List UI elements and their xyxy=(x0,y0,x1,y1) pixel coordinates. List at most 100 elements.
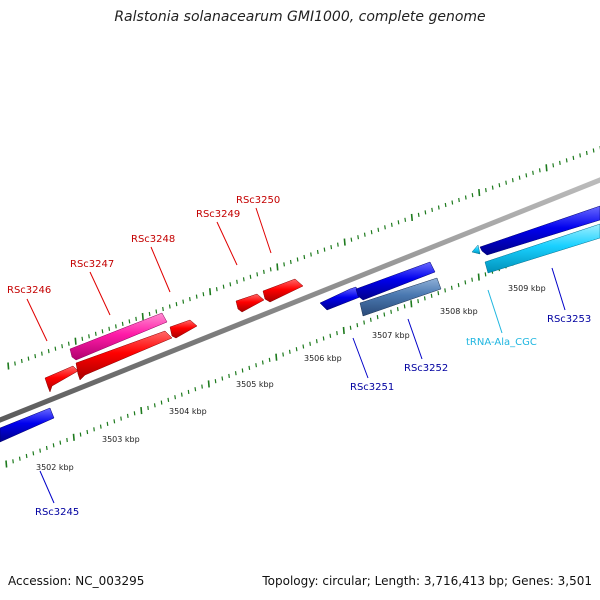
scale-tick xyxy=(282,352,284,357)
scale-tick xyxy=(47,349,50,354)
accession-label: Accession: NC_003295 xyxy=(8,574,145,588)
scale-tick xyxy=(5,460,8,468)
scale-tick xyxy=(201,384,203,389)
gene-rsc3252-cds-feature[interactable] xyxy=(359,277,442,317)
scale-tick xyxy=(457,283,460,288)
scale-tick xyxy=(329,333,332,338)
ruler-label: 3502 kbp xyxy=(36,463,74,472)
scale-tick xyxy=(316,249,319,255)
scale-tick xyxy=(256,272,259,277)
scale-tick xyxy=(162,306,164,312)
scale-tick xyxy=(140,407,143,415)
scale-tick xyxy=(126,413,129,418)
map-title: Ralstonia solanacearum GMI1000, complete… xyxy=(114,9,486,25)
gene-rsc3252-feature[interactable] xyxy=(355,261,436,301)
scale-tick xyxy=(363,232,366,237)
scale-tick xyxy=(384,225,386,230)
scale-tick xyxy=(303,254,306,260)
leader-rsc3252 xyxy=(407,318,423,360)
scale-tick xyxy=(34,354,37,359)
scale-tick xyxy=(430,293,433,298)
gene-rsc3249-feature[interactable] xyxy=(235,293,265,313)
scale-tick xyxy=(88,334,90,339)
scale-tick xyxy=(20,358,23,364)
gene-trna-cds-feature[interactable] xyxy=(484,223,600,274)
scale-tick xyxy=(511,178,514,183)
scale-tick xyxy=(41,351,43,356)
gene-label-rsc3247[interactable]: RSc3247 xyxy=(70,259,114,270)
leader-rsc3250 xyxy=(255,207,272,254)
scale-tick xyxy=(350,237,353,242)
scale-tick xyxy=(115,324,117,329)
leader-rsc3251 xyxy=(352,337,369,379)
scale-tick xyxy=(532,170,534,175)
scale-tick xyxy=(39,448,41,453)
leader-rsc3253 xyxy=(551,267,566,311)
scale-tick xyxy=(248,365,251,370)
scale-tick xyxy=(337,242,339,247)
scale-tick xyxy=(464,280,467,285)
ruler-label: 3504 kbp xyxy=(169,407,207,416)
leader-rsc3245 xyxy=(39,470,55,504)
scale-tick xyxy=(61,344,63,349)
scale-tick xyxy=(356,323,359,328)
scale-tick xyxy=(343,238,346,246)
scale-tick xyxy=(249,274,252,279)
scale-tick xyxy=(229,282,232,287)
scale-tick xyxy=(295,347,298,352)
gene-label-rsc3248[interactable]: RSc3248 xyxy=(131,234,175,245)
scale-tick xyxy=(101,329,104,334)
scale-tick xyxy=(215,287,218,292)
scale-tick xyxy=(141,312,144,321)
scale-tick xyxy=(491,185,494,190)
scale-tick xyxy=(458,197,460,203)
gene-label-rsc3249[interactable]: RSc3249 xyxy=(196,209,240,220)
scale-tick xyxy=(451,200,454,205)
gene-label-trna-ala-cgc[interactable]: tRNA-Ala_CGC xyxy=(466,337,537,348)
scale-tick xyxy=(147,405,149,410)
gene-label-rsc3252[interactable]: RSc3252 xyxy=(404,363,448,374)
gene-label-rsc3253[interactable]: RSc3253 xyxy=(547,314,591,325)
gene-rsc3248-feature[interactable] xyxy=(169,319,198,339)
scale-tick xyxy=(525,173,528,178)
gene-label-rsc3245[interactable]: RSc3245 xyxy=(35,507,79,518)
gene-rsc3246-feature[interactable] xyxy=(44,365,79,393)
gene-trna-ala-cgc-feature[interactable] xyxy=(471,244,481,255)
scale-tick xyxy=(283,262,285,267)
upper-tick-track xyxy=(7,146,600,370)
scale-tick xyxy=(397,220,400,225)
scale-tick xyxy=(14,361,16,366)
scale-tick xyxy=(7,362,10,370)
ruler-label: 3506 kbp xyxy=(304,354,342,363)
scale-tick xyxy=(477,273,480,281)
scale-tick xyxy=(81,336,84,341)
scale-tick xyxy=(585,150,588,156)
scale-tick xyxy=(357,235,359,240)
scale-tick xyxy=(209,288,212,296)
gene-label-rsc3251[interactable]: RSc3251 xyxy=(350,382,394,393)
scale-tick xyxy=(66,437,68,443)
scale-tick xyxy=(424,210,427,215)
gene-rsc3247-cds-feature[interactable] xyxy=(69,312,168,361)
gene-label-rsc3250[interactable]: RSc3250 xyxy=(236,195,280,206)
scale-tick xyxy=(417,212,420,217)
scale-tick xyxy=(370,230,373,235)
gene-rsc3250-feature[interactable] xyxy=(262,278,304,303)
scale-tick xyxy=(214,379,217,384)
scale-tick xyxy=(518,175,521,180)
scale-tick xyxy=(423,296,426,301)
scale-tick xyxy=(538,168,541,173)
scale-tick xyxy=(236,279,238,284)
scale-tick xyxy=(559,160,561,165)
ruler-label: 3509 kbp xyxy=(508,284,546,293)
scale-tick xyxy=(12,459,14,464)
scale-tick xyxy=(309,341,311,346)
gene-rsc3245-feature[interactable] xyxy=(0,407,55,443)
gene-rsc3247-feature[interactable] xyxy=(75,330,173,381)
scale-tick xyxy=(269,267,272,272)
gene-label-rsc3246[interactable]: RSc3246 xyxy=(7,285,51,296)
scale-tick xyxy=(410,213,413,221)
leader-rsc3247 xyxy=(89,271,111,316)
scale-tick xyxy=(74,337,77,345)
gene-rsc3253-feature[interactable] xyxy=(479,205,600,256)
